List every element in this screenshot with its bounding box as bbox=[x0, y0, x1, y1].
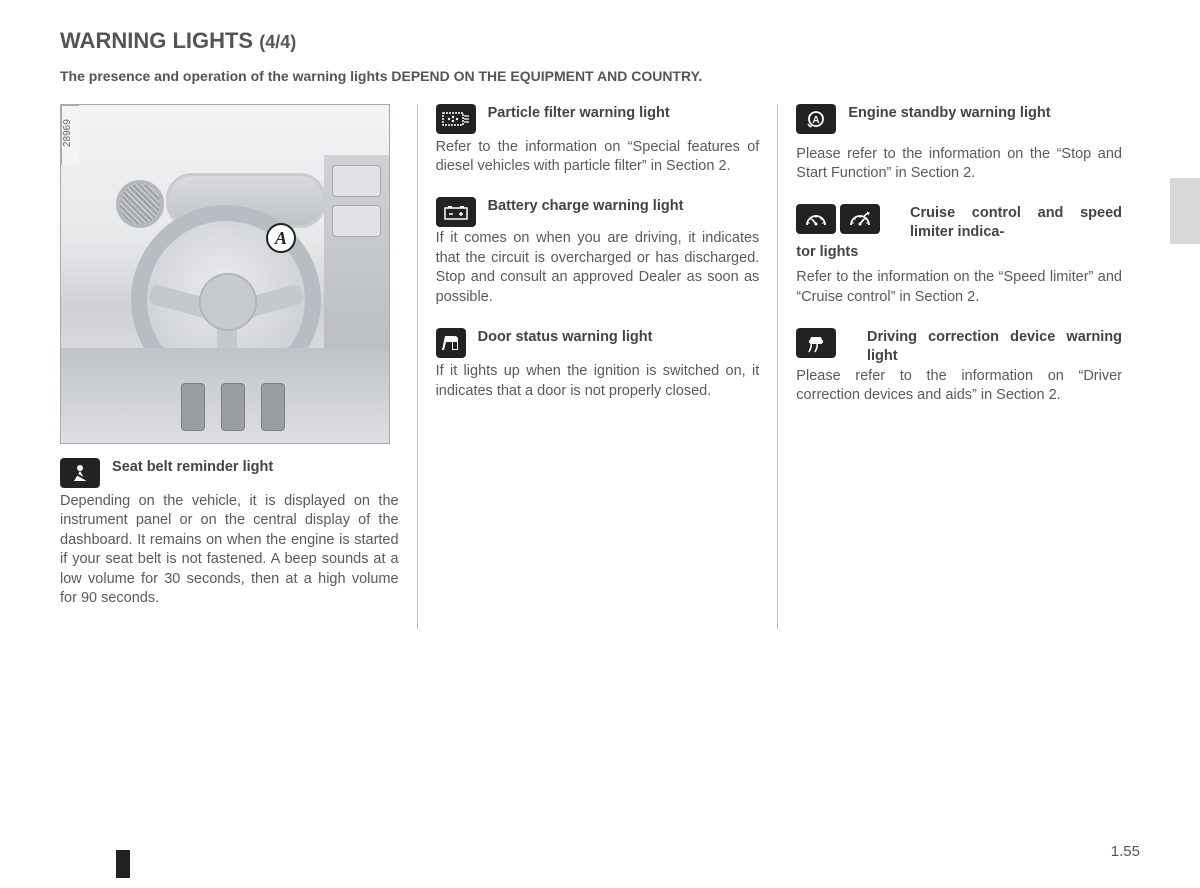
footwell-shape bbox=[61, 348, 389, 443]
entry-body: Refer to the information on the “Speed l… bbox=[796, 269, 1122, 305]
particle-filter-icon bbox=[436, 104, 476, 136]
entry-title: Engine standby warning light bbox=[848, 104, 1103, 124]
speed-limiter-icon bbox=[796, 204, 836, 234]
entry-battery: Battery charge warning light If it comes… bbox=[436, 197, 760, 308]
pedal-shape bbox=[221, 383, 245, 431]
entry-door-status: Door status warning light If it lights u… bbox=[436, 328, 760, 402]
photo-id-tag: 28969 bbox=[61, 105, 79, 165]
column-1: 28969 A bbox=[60, 104, 417, 629]
entry-title: Particle filter warning light bbox=[488, 105, 670, 121]
spoke-right bbox=[241, 284, 304, 319]
entry-title-rest: tor lights bbox=[796, 244, 858, 260]
entry-body: Please refer to the information on “Driv… bbox=[796, 368, 1122, 404]
footer-mark bbox=[116, 850, 130, 878]
door-open-icon bbox=[436, 328, 466, 361]
column-3: A Engine standby warning light Please re… bbox=[778, 104, 1140, 629]
entry-body: If it lights up when the ignition is swi… bbox=[436, 363, 760, 399]
heading-main: WARNING LIGHTS bbox=[60, 28, 253, 53]
entry-particle-filter: Particle filter warning light Refer to t… bbox=[436, 104, 760, 177]
seatbelt-icon bbox=[60, 458, 100, 490]
entry-title: Seat belt reminder light bbox=[112, 459, 273, 475]
manual-page: WARNING LIGHTS (4/4) The presence and op… bbox=[0, 0, 1200, 888]
cruise-limiter-icons bbox=[796, 204, 880, 236]
page-number: 1.55 bbox=[1111, 843, 1140, 860]
cruise-control-icon bbox=[840, 204, 880, 234]
pedal-shape bbox=[261, 383, 285, 431]
pedal-shape bbox=[181, 383, 205, 431]
content-columns: 28969 A bbox=[60, 104, 1140, 629]
entry-lead: If it comes on when you are bbox=[436, 230, 629, 246]
entry-lead: Refer to the information on bbox=[436, 139, 621, 155]
column-2: Particle filter warning light Refer to t… bbox=[417, 104, 779, 629]
page-subheading: The presence and operation of the warnin… bbox=[60, 68, 1140, 84]
entry-lead: Depending on the vehicle, it is bbox=[60, 493, 276, 509]
page-heading: WARNING LIGHTS (4/4) bbox=[60, 28, 1140, 54]
esc-icon bbox=[796, 328, 836, 361]
spoke-left bbox=[147, 284, 210, 319]
entry-engine-standby: A Engine standby warning light Please re… bbox=[796, 104, 1122, 184]
entry-cruise-limiter: Cruise control and speed limiter indica-… bbox=[796, 204, 1122, 308]
engine-standby-icon: A bbox=[796, 104, 836, 137]
entry-title: Cruise control and speed limiter indica- bbox=[910, 204, 1122, 243]
heading-part: (4/4) bbox=[259, 32, 296, 52]
entry-rest: displayed on the instrument panel or on … bbox=[60, 493, 399, 607]
entry-driving-correction: Driving correction device warning light … bbox=[796, 328, 1122, 406]
entry-title: Battery charge warning light bbox=[488, 198, 684, 214]
center-stack-shape bbox=[324, 155, 389, 355]
entry-title: Door status warning light bbox=[478, 329, 653, 345]
entry-seatbelt: Seat belt reminder light Depending on th… bbox=[60, 458, 399, 609]
svg-text:A: A bbox=[813, 115, 820, 126]
dashboard-photo: 28969 A bbox=[60, 104, 390, 444]
air-vent-shape bbox=[116, 180, 164, 228]
battery-icon bbox=[436, 197, 476, 228]
entry-title: Driving correction device warning light bbox=[867, 328, 1122, 367]
callout-marker-a: A bbox=[266, 223, 296, 253]
entry-body: Please refer to the information on the “… bbox=[796, 146, 1122, 182]
